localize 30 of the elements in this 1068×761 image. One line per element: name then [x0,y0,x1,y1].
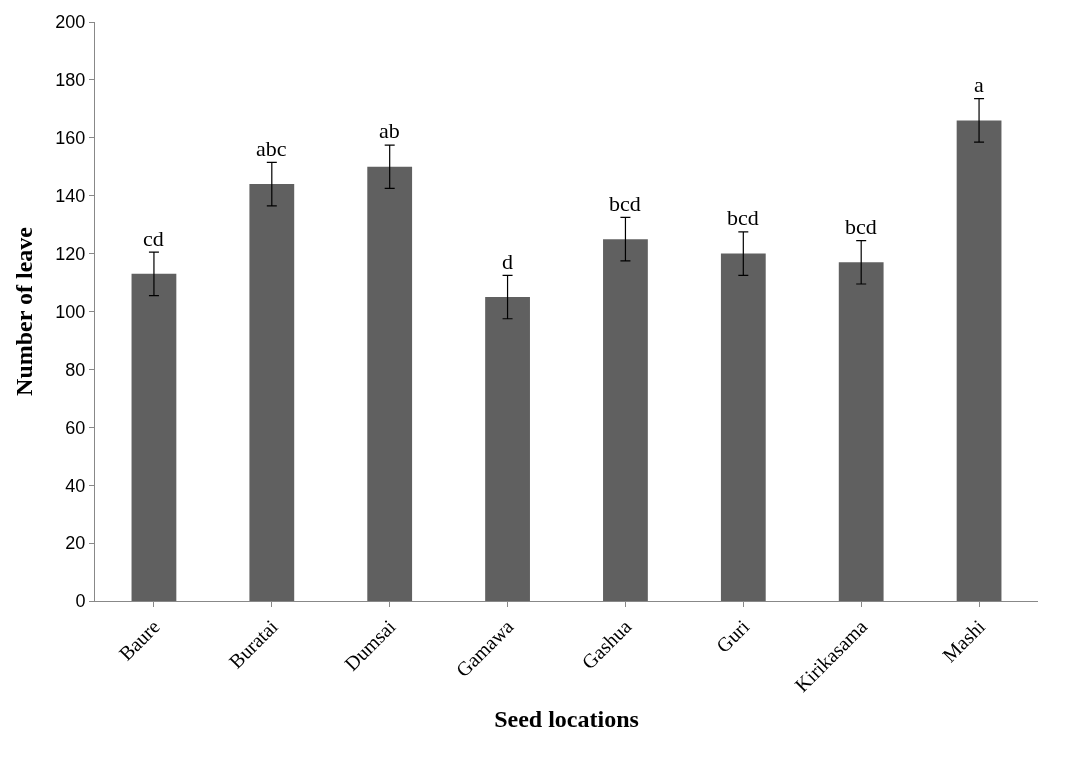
annotation: abc [256,136,287,161]
annotation: d [502,249,513,274]
y-tick-label: 120 [55,243,86,264]
y-tick-label: 100 [55,301,86,322]
annotation: a [974,72,984,97]
y-axis-title: Number of leave [11,226,38,396]
annotation: cd [143,226,164,251]
bar [131,273,177,601]
bar [956,120,1002,601]
y-tick-label: 60 [65,417,86,438]
y-tick-label: 160 [55,128,86,149]
y-tick-label: 180 [55,70,86,91]
bar [249,184,295,601]
x-axis-title: Seed locations [494,706,639,733]
y-tick-label: 0 [75,591,86,612]
annotation: bcd [609,191,641,216]
bar [367,166,413,601]
bar [838,262,884,601]
x-tick-label: Guri [711,615,754,657]
annotation: bcd [727,205,759,230]
bar [485,297,530,601]
annotation: bcd [845,214,877,239]
y-tick-label: 200 [55,12,86,33]
bar [720,253,766,601]
y-tick-label: 20 [65,533,86,554]
y-tick-label: 140 [55,186,86,206]
y-tick-label: 80 [65,359,86,380]
annotation: ab [379,118,400,143]
bar [603,239,648,601]
y-tick-label: 40 [65,475,86,496]
